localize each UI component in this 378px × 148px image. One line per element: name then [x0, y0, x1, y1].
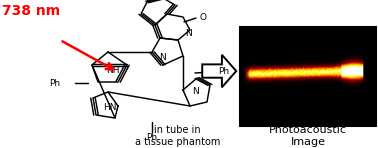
Text: NH: NH: [106, 66, 120, 74]
Text: Photoacoustic
Image: Photoacoustic Image: [269, 125, 347, 147]
Text: N: N: [192, 87, 198, 96]
Text: HN: HN: [103, 103, 117, 112]
Text: N: N: [186, 29, 192, 38]
Text: N: N: [159, 53, 166, 62]
Text: Ph: Ph: [49, 78, 60, 87]
Text: Ph: Ph: [146, 133, 158, 143]
Text: O: O: [200, 12, 207, 21]
Text: 738 nm: 738 nm: [2, 4, 60, 18]
Text: in tube in
a tissue phantom: in tube in a tissue phantom: [135, 125, 220, 147]
Bar: [240, 27, 376, 126]
Polygon shape: [202, 55, 236, 87]
Text: Ph: Ph: [218, 67, 229, 77]
